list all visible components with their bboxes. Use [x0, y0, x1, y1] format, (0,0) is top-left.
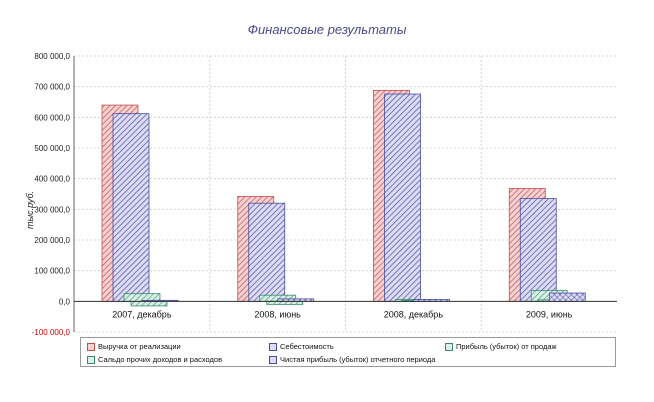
y-tick-label: 800 000,0	[34, 52, 70, 61]
x-tick-label: 2007, декабрь	[112, 309, 172, 319]
bar-2-3	[384, 93, 421, 302]
y-tick-label: 600 000,0	[34, 113, 70, 122]
bar-5-4	[548, 292, 586, 302]
x-tick-label: 2009, июнь	[526, 309, 573, 319]
y-tick-label: 700 000,0	[34, 83, 70, 92]
legend-label: Сальдо прочих доходов и расходов	[98, 355, 223, 364]
legend-label: Выручка от реализации	[98, 342, 181, 351]
legend-item-3: Прибыль (убыток) от продаж	[445, 342, 557, 351]
legend-label: Себестоимость	[280, 342, 334, 351]
x-tick-label: 2008, декабрь	[384, 309, 444, 319]
bar-2-1	[112, 113, 150, 302]
y-tick-label: 0,0	[59, 297, 71, 306]
legend-item-4: Сальдо прочих доходов и расходов	[87, 355, 222, 364]
legend-label: Чистая прибыль (убыток) отчетного период…	[280, 355, 436, 364]
bar-4-1	[130, 300, 168, 307]
y-tick-label: 500 000,0	[34, 144, 70, 153]
y-tick-label: 300 000,0	[34, 205, 70, 214]
legend-swatch	[269, 355, 277, 364]
y-tick-label: -100 000,0	[32, 328, 71, 337]
chart-title: Финансовые результаты	[247, 22, 407, 37]
y-tick-label: 400 000,0	[34, 175, 70, 184]
legend-item-1: Выручка от реализации	[87, 342, 181, 351]
legend-swatch	[87, 355, 95, 364]
legend: Выручка от реализации Себестоимость Прибыл…	[80, 337, 616, 367]
y-tick-label: 100 000,0	[34, 267, 70, 276]
y-tick-label: 200 000,0	[34, 236, 70, 245]
legend-item-5: Чистая прибыль (убыток) отчетного период…	[269, 355, 435, 364]
bar-2-2	[248, 202, 286, 302]
legend-swatch	[445, 342, 453, 351]
legend-swatch	[87, 342, 95, 351]
x-tick-label: 2008, июнь	[254, 309, 301, 319]
legend-swatch	[269, 342, 277, 351]
legend-item-2: Себестоимость	[269, 342, 334, 351]
bar-2-4	[519, 198, 557, 302]
legend-label: Прибыль (убыток) от продаж	[456, 342, 557, 351]
